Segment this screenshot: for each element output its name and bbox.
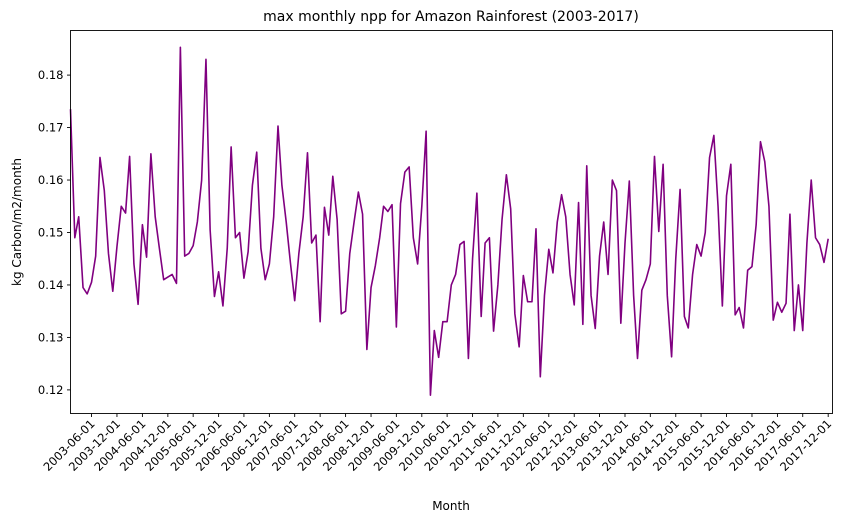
y-tick-label: 0.18: [38, 68, 64, 82]
y-tick-label: 0.17: [38, 121, 64, 135]
x-axis-ticks: 2003-06-012003-12-012004-06-012004-12-01…: [40, 413, 834, 474]
x-axis-label: Month: [432, 499, 470, 513]
y-tick-label: 0.14: [38, 278, 64, 292]
y-tick-label: 0.16: [38, 173, 64, 187]
series-line: [69, 46, 829, 396]
y-axis-ticks: 0.12 0.13 0.14 0.15 0.16 0.17 0.18: [38, 68, 71, 397]
y-tick-label: 0.12: [38, 383, 64, 397]
y-tick-label: 0.15: [38, 225, 64, 239]
chart-title: max monthly npp for Amazon Rainforest (2…: [263, 9, 639, 25]
plot-frame: [70, 30, 833, 414]
y-axis-label: kg Carbon/m2/month: [10, 158, 24, 286]
y-tick-label: 0.13: [38, 330, 64, 344]
